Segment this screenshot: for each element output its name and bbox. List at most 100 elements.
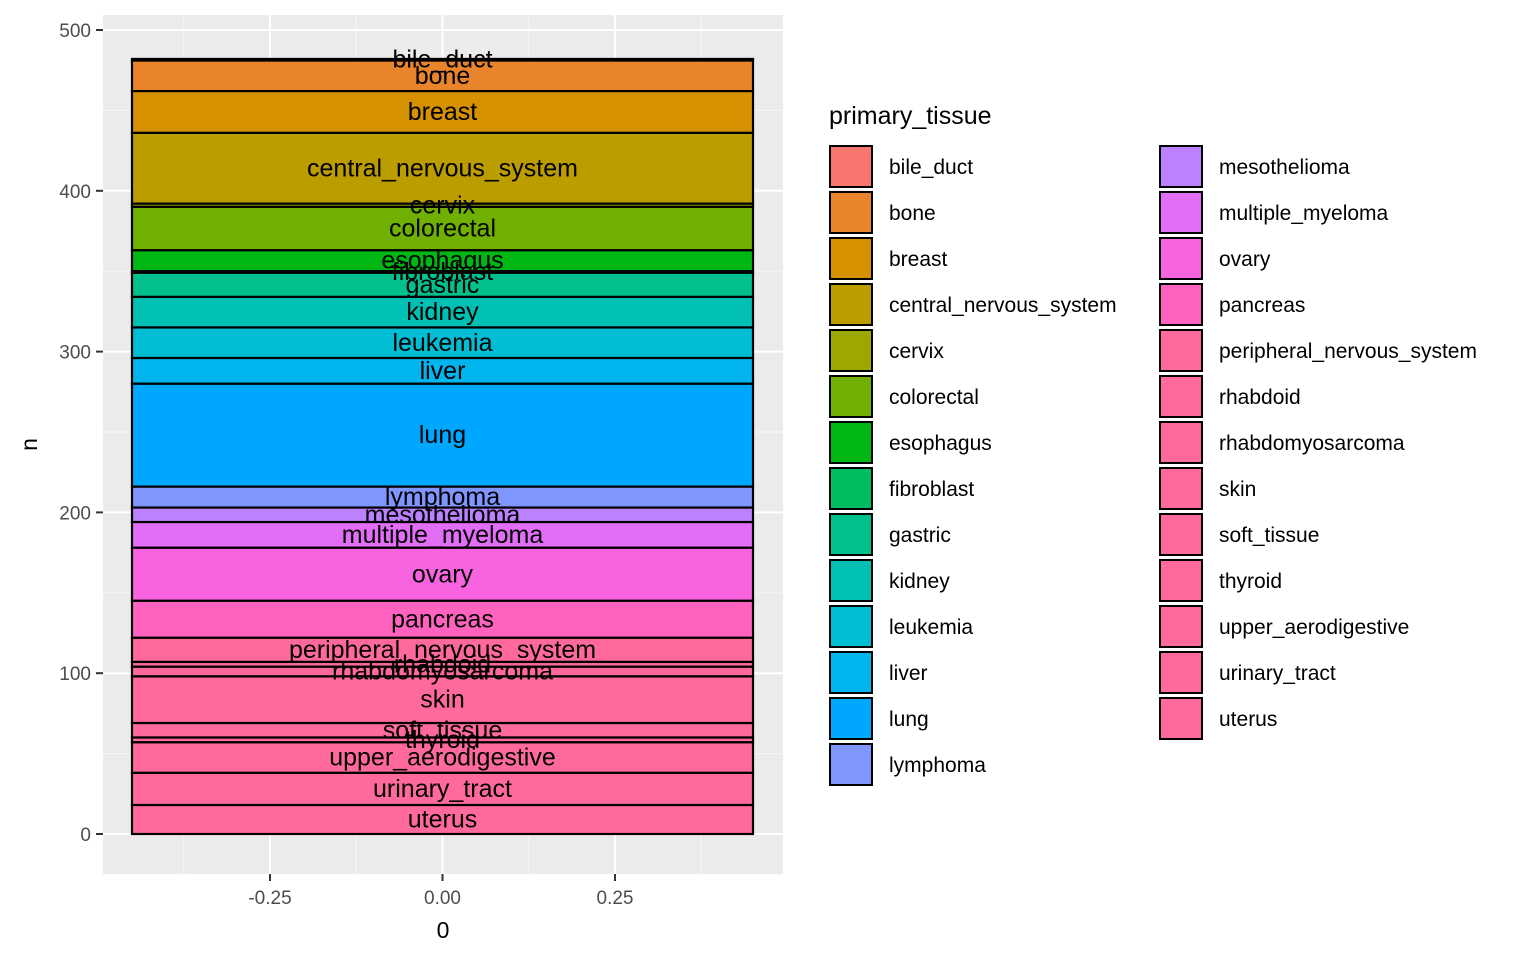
- legend-key-breast: [829, 237, 873, 280]
- legend-label-pancreas: pancreas: [1219, 294, 1305, 317]
- bar-label-soft-tissue: soft_tissue: [383, 716, 503, 744]
- bar-label-rhabdomyosarcoma: rhabdomyosarcoma: [332, 658, 553, 686]
- legend-key-kidney: [829, 559, 873, 602]
- legend-label-urinary-tract: urinary_tract: [1219, 662, 1336, 685]
- bar-label-colorectal: colorectal: [389, 215, 496, 243]
- bar-label-breast: breast: [408, 98, 478, 126]
- axes: 0 100 200 300 400 500 -0.25 0.00 0.25: [59, 21, 633, 909]
- legend-key-gastric: [829, 513, 873, 556]
- legend-key-leukemia: [829, 605, 873, 648]
- legend-key-bile-duct: [829, 145, 873, 188]
- bar-segment-liver: [130, 356, 755, 385]
- legend-label-ovary: ovary: [1219, 248, 1271, 271]
- legend-label-colorectal: colorectal: [889, 386, 979, 409]
- legend-title: primary_tissue: [829, 102, 992, 130]
- bar-segment-peripheral-nervous-system: [130, 636, 755, 664]
- legend-label-bone: bone: [889, 202, 936, 225]
- legend-label-bile-duct: bile_duct: [889, 156, 973, 179]
- legend-label-soft-tissue: soft_tissue: [1219, 524, 1319, 547]
- legend-key-lung: [829, 697, 873, 740]
- bar-label-central-nervous-system: central_nervous_system: [307, 154, 578, 182]
- legend-key-peripheral-nervous-system: [1159, 329, 1203, 372]
- bar-label-cervix: cervix: [410, 191, 476, 219]
- bar-label-kidney: kidney: [406, 298, 479, 326]
- bar-segment-bone: [130, 59, 755, 93]
- legend-label-cervix: cervix: [889, 340, 944, 363]
- bar-label-thyroid: thyroid: [405, 726, 480, 754]
- legend-label-esophagus: esophagus: [889, 432, 992, 455]
- bar-segment-pancreas: [130, 599, 755, 639]
- legend-key-bone: [829, 191, 873, 234]
- legend-label-liver: liver: [889, 662, 928, 685]
- bar-segment-leukemia: [130, 326, 755, 360]
- legend-key-pancreas: [1159, 283, 1203, 326]
- bar-label-pancreas: pancreas: [391, 605, 494, 633]
- legend-key-uterus: [1159, 697, 1203, 740]
- legend-label-central-nervous-system: central_nervous_system: [889, 294, 1117, 317]
- bar-segment-central-nervous-system: [130, 131, 755, 205]
- legend-key-upper-aerodigestive: [1159, 605, 1203, 648]
- legend-label-thyroid: thyroid: [1219, 570, 1282, 593]
- legend-label-gastric: gastric: [889, 524, 951, 547]
- legend-key-skin: [1159, 467, 1203, 510]
- bar-label-skin: skin: [420, 686, 464, 714]
- legend-key-colorectal: [829, 375, 873, 418]
- legend-key-esophagus: [829, 421, 873, 464]
- bar-segment-ovary: [130, 546, 755, 602]
- legend-key-ovary: [1159, 237, 1203, 280]
- bar-label-upper-aerodigestive: upper_aerodigestive: [329, 744, 556, 772]
- legend-key-rhabdoid: [1159, 375, 1203, 418]
- legend-label-leukemia: leukemia: [889, 616, 973, 639]
- legend-label-fibroblast: fibroblast: [889, 478, 974, 501]
- bar-label-urinary-tract: urinary_tract: [373, 775, 512, 803]
- legend-key-urinary-tract: [1159, 651, 1203, 694]
- bar-segment-lung: [130, 382, 755, 488]
- legend-label-peripheral-nervous-system: peripheral_nervous_system: [1219, 340, 1477, 363]
- legend-key-thyroid: [1159, 559, 1203, 602]
- x-tick-label: 0.00: [424, 888, 461, 909]
- bar-label-gastric: gastric: [406, 271, 480, 299]
- bar-label-esophagus: esophagus: [381, 247, 503, 275]
- legend-label-breast: breast: [889, 248, 948, 271]
- bar-stack: [130, 57, 755, 836]
- legend-label-mesothelioma: mesothelioma: [1219, 156, 1350, 179]
- legend-label-rhabdoid: rhabdoid: [1219, 386, 1301, 409]
- legend-key-rhabdomyosarcoma: [1159, 421, 1203, 464]
- x-tick-label: 0.25: [597, 888, 634, 909]
- bar-segment-breast: [130, 90, 755, 135]
- legend-key-liver: [829, 651, 873, 694]
- legend-label-uterus: uterus: [1219, 708, 1277, 731]
- bar-segment-skin: [130, 675, 755, 725]
- legend-label-lymphoma: lymphoma: [889, 754, 986, 777]
- legend-label-upper-aerodigestive: upper_aerodigestive: [1219, 616, 1409, 639]
- y-tick-label: 500: [59, 21, 91, 42]
- legend-key-multiple-myeloma: [1159, 191, 1203, 234]
- x-axis-title: 0: [437, 917, 450, 943]
- bar-label-bile-duct: bile_duct: [392, 46, 492, 74]
- bar-label-multiple-myeloma: multiple_myeloma: [342, 521, 544, 549]
- bar-label-mesothelioma: mesothelioma: [365, 501, 521, 529]
- y-tick-label: 0: [80, 825, 91, 846]
- bar-segment-kidney: [130, 295, 755, 329]
- legend-label-rhabdomyosarcoma: rhabdomyosarcoma: [1219, 432, 1405, 455]
- bar-segment-multiple-myeloma: [130, 520, 755, 549]
- legend-key-lymphoma: [829, 743, 873, 786]
- x-tick-label: -0.25: [248, 888, 291, 909]
- y-tick-label: 400: [59, 182, 91, 203]
- bar-segment-uterus: [130, 803, 755, 836]
- bar-label-peripheral-nervous-system: peripheral_nervous_system: [289, 636, 596, 664]
- y-tick-label: 200: [59, 503, 91, 524]
- legend-key-fibroblast: [829, 467, 873, 510]
- legend-label-skin: skin: [1219, 478, 1256, 501]
- legend-key-soft-tissue: [1159, 513, 1203, 556]
- bar-segment-colorectal: [130, 205, 755, 252]
- legend-label-lung: lung: [889, 708, 929, 731]
- bar-label-fibroblast: fibroblast: [392, 258, 493, 286]
- y-axis-title: n: [16, 438, 42, 451]
- legend-label-kidney: kidney: [889, 570, 950, 593]
- bar-label-bone: bone: [415, 62, 471, 90]
- bar-label-leukemia: leukemia: [392, 329, 492, 357]
